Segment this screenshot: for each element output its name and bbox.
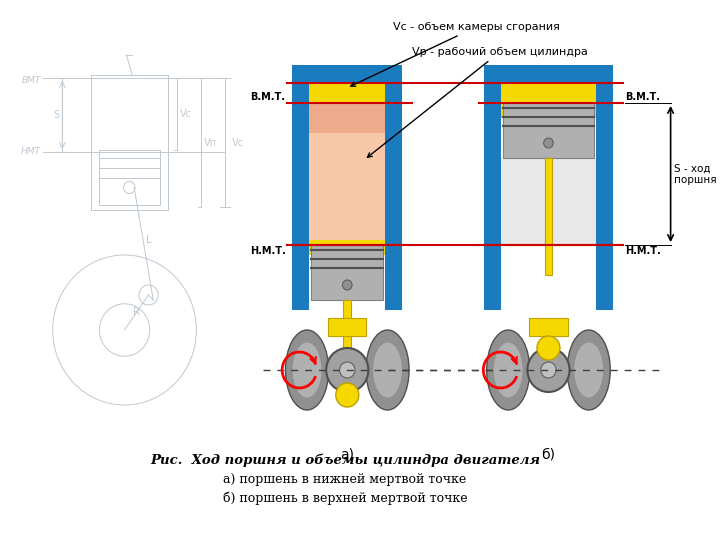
Text: а) поршень в нижней мертвой точке: а) поршень в нижней мертвой точке [223,474,467,487]
Circle shape [336,383,359,407]
Bar [501,158,596,245]
Ellipse shape [286,330,328,410]
Text: Vс: Vс [232,138,244,147]
Ellipse shape [487,330,530,410]
Bar [310,83,385,103]
Text: Рис.  Ход поршня и объемы цилиндра двигателя: Рис. Ход поршня и объемы цилиндра двигат… [150,453,540,467]
Text: Н.М.Т.: Н.М.Т. [250,246,286,256]
Ellipse shape [575,342,603,397]
Circle shape [541,362,556,378]
Text: R: R [132,307,140,317]
Bar [501,103,596,118]
Bar [310,103,385,245]
Text: S - ход
поршня: S - ход поршня [675,163,717,185]
Bar [311,245,383,300]
Bar [310,103,385,133]
Text: а): а) [341,448,354,462]
Bar [99,150,160,205]
Circle shape [537,336,560,360]
Text: Vр - рабочий объем цилиндра: Vр - рабочий объем цилиндра [367,47,588,157]
Bar [529,318,567,336]
Text: НМТ: НМТ [21,147,41,157]
Bar [501,83,596,310]
Text: Vc - объем камеры сгорания: Vc - объем камеры сгорания [351,22,559,86]
Bar [544,158,552,275]
Bar [310,240,385,255]
Circle shape [527,348,570,392]
Bar [292,65,402,310]
Text: В.М.Т.: В.М.Т. [625,92,660,102]
Text: Vc: Vc [180,109,192,119]
Ellipse shape [292,342,321,397]
Bar [328,318,366,336]
Ellipse shape [366,330,409,410]
Circle shape [326,348,369,392]
Circle shape [544,138,553,148]
Text: б) поршень в верхней мертвой точке: б) поршень в верхней мертвой точке [222,491,467,505]
Bar [310,83,385,310]
Text: Н.М.Т.: Н.М.Т. [625,246,660,256]
Text: б): б) [541,448,555,462]
Ellipse shape [494,342,523,397]
Bar [484,65,613,310]
Text: ВМТ: ВМТ [22,76,41,85]
Text: В.М.Т.: В.М.Т. [251,92,286,102]
Bar [343,300,351,350]
Ellipse shape [373,342,402,397]
Circle shape [343,280,352,290]
Text: S: S [53,110,59,120]
Bar [501,83,596,103]
Text: Vп: Vп [204,138,217,147]
Text: L: L [145,235,151,245]
Bar [503,103,594,158]
Circle shape [340,362,355,378]
Ellipse shape [567,330,611,410]
